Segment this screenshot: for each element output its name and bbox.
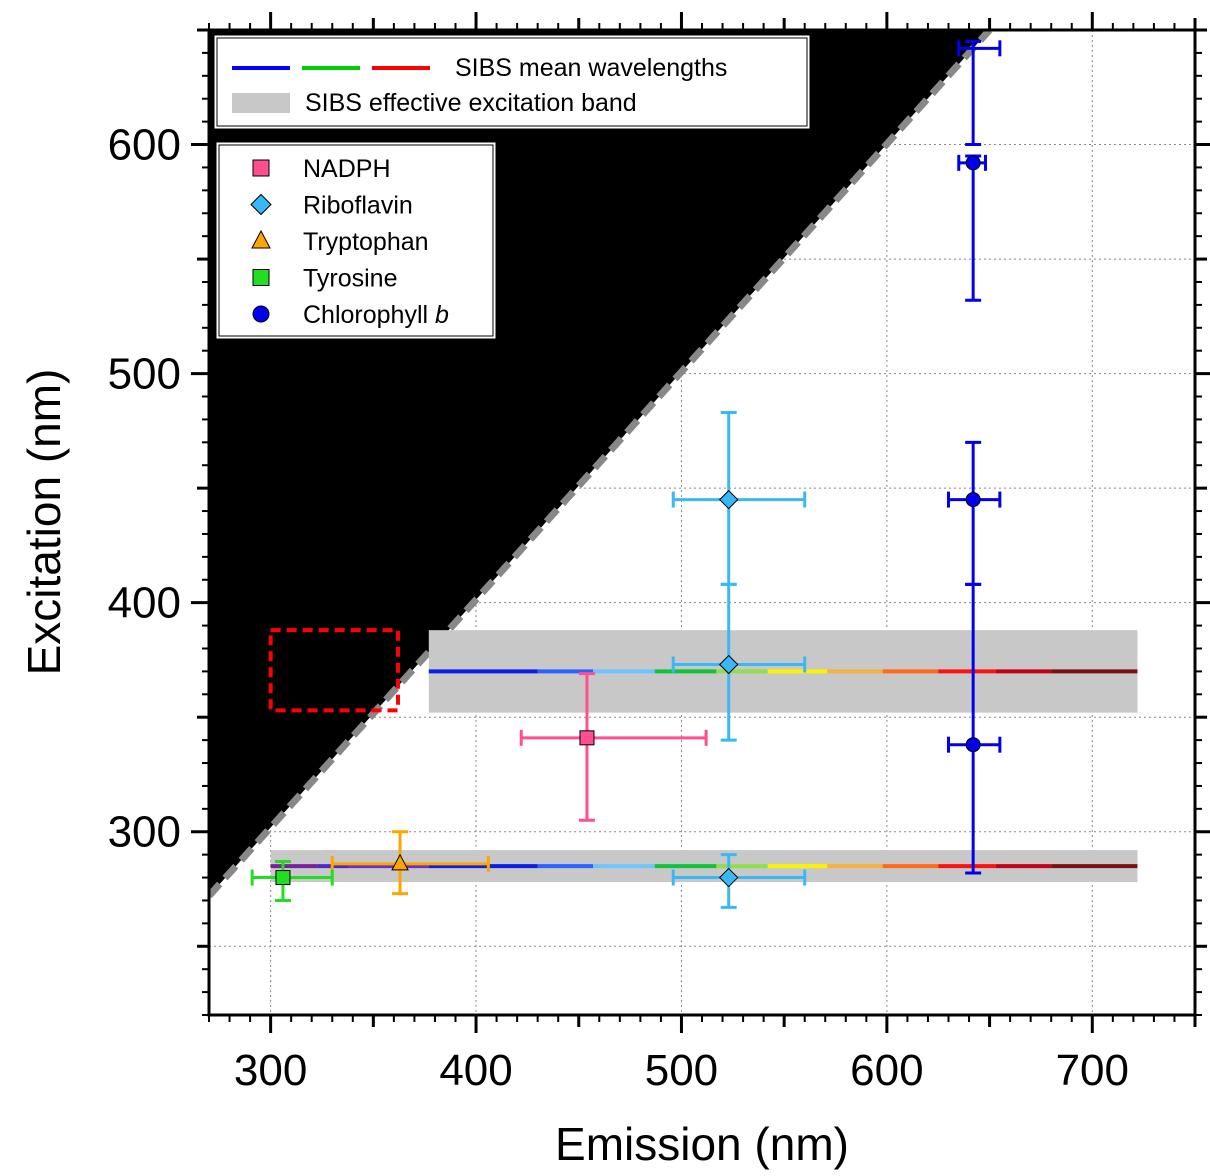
y-tick-label: 500 — [108, 350, 181, 399]
legend-tryptophan-marker — [251, 229, 271, 249]
x-tick-label: 300 — [234, 1046, 307, 1095]
legend-riboflavin-label: Riboflavin — [303, 192, 413, 220]
diagonal-dashed-line — [209, 30, 993, 899]
x-axis-title: Emission (nm) — [555, 1118, 849, 1170]
riboflavin-point — [718, 867, 739, 888]
legend-chlorophyll-marker — [252, 305, 270, 323]
riboflavin-point — [718, 654, 739, 675]
y-axis-title: Excitation (nm) — [18, 369, 70, 676]
legend-nadph-label: NADPH — [303, 155, 391, 183]
x-tick-label: 500 — [645, 1046, 718, 1095]
legend-sibs-mean-label: SIBS mean wavelengths — [455, 54, 727, 82]
legend-chlorophyll-label: Chlorophyll b — [303, 301, 449, 329]
legend-tryptophan-label: Tryptophan — [303, 228, 429, 256]
x-tick-label: 600 — [850, 1046, 923, 1095]
chlorophyll-b-point — [965, 155, 981, 171]
legend-italic-b: b — [435, 301, 449, 329]
nadph-point — [579, 730, 595, 746]
y-tick-label: 600 — [108, 121, 181, 170]
x-tick-label: 700 — [1056, 1046, 1129, 1095]
legend-tyrosine-marker — [252, 269, 270, 286]
x-tick-label: 400 — [439, 1046, 512, 1095]
y-tick-label: 400 — [108, 579, 181, 628]
legend-top-inner-border — [216, 37, 808, 127]
dashed-red-box — [268, 628, 400, 713]
chlorophyll-b-point — [965, 737, 981, 753]
legend-nadph-marker — [252, 159, 270, 177]
legend-sibs-band-swatch — [232, 93, 290, 113]
legend-sibs-band-label: SIBS effective excitation band — [305, 89, 637, 117]
legend-markers-inner-border — [218, 144, 494, 337]
chlorophyll-b-point — [965, 492, 981, 508]
riboflavin-point — [718, 489, 739, 510]
tyrosine-point — [275, 870, 291, 886]
legend-riboflavin-marker — [250, 193, 272, 216]
legend-top-box — [211, 32, 813, 132]
y-tick-label: 300 — [108, 808, 181, 857]
legend-tyrosine-label: Tyrosine — [303, 265, 397, 293]
tryptophan-point — [391, 853, 409, 871]
